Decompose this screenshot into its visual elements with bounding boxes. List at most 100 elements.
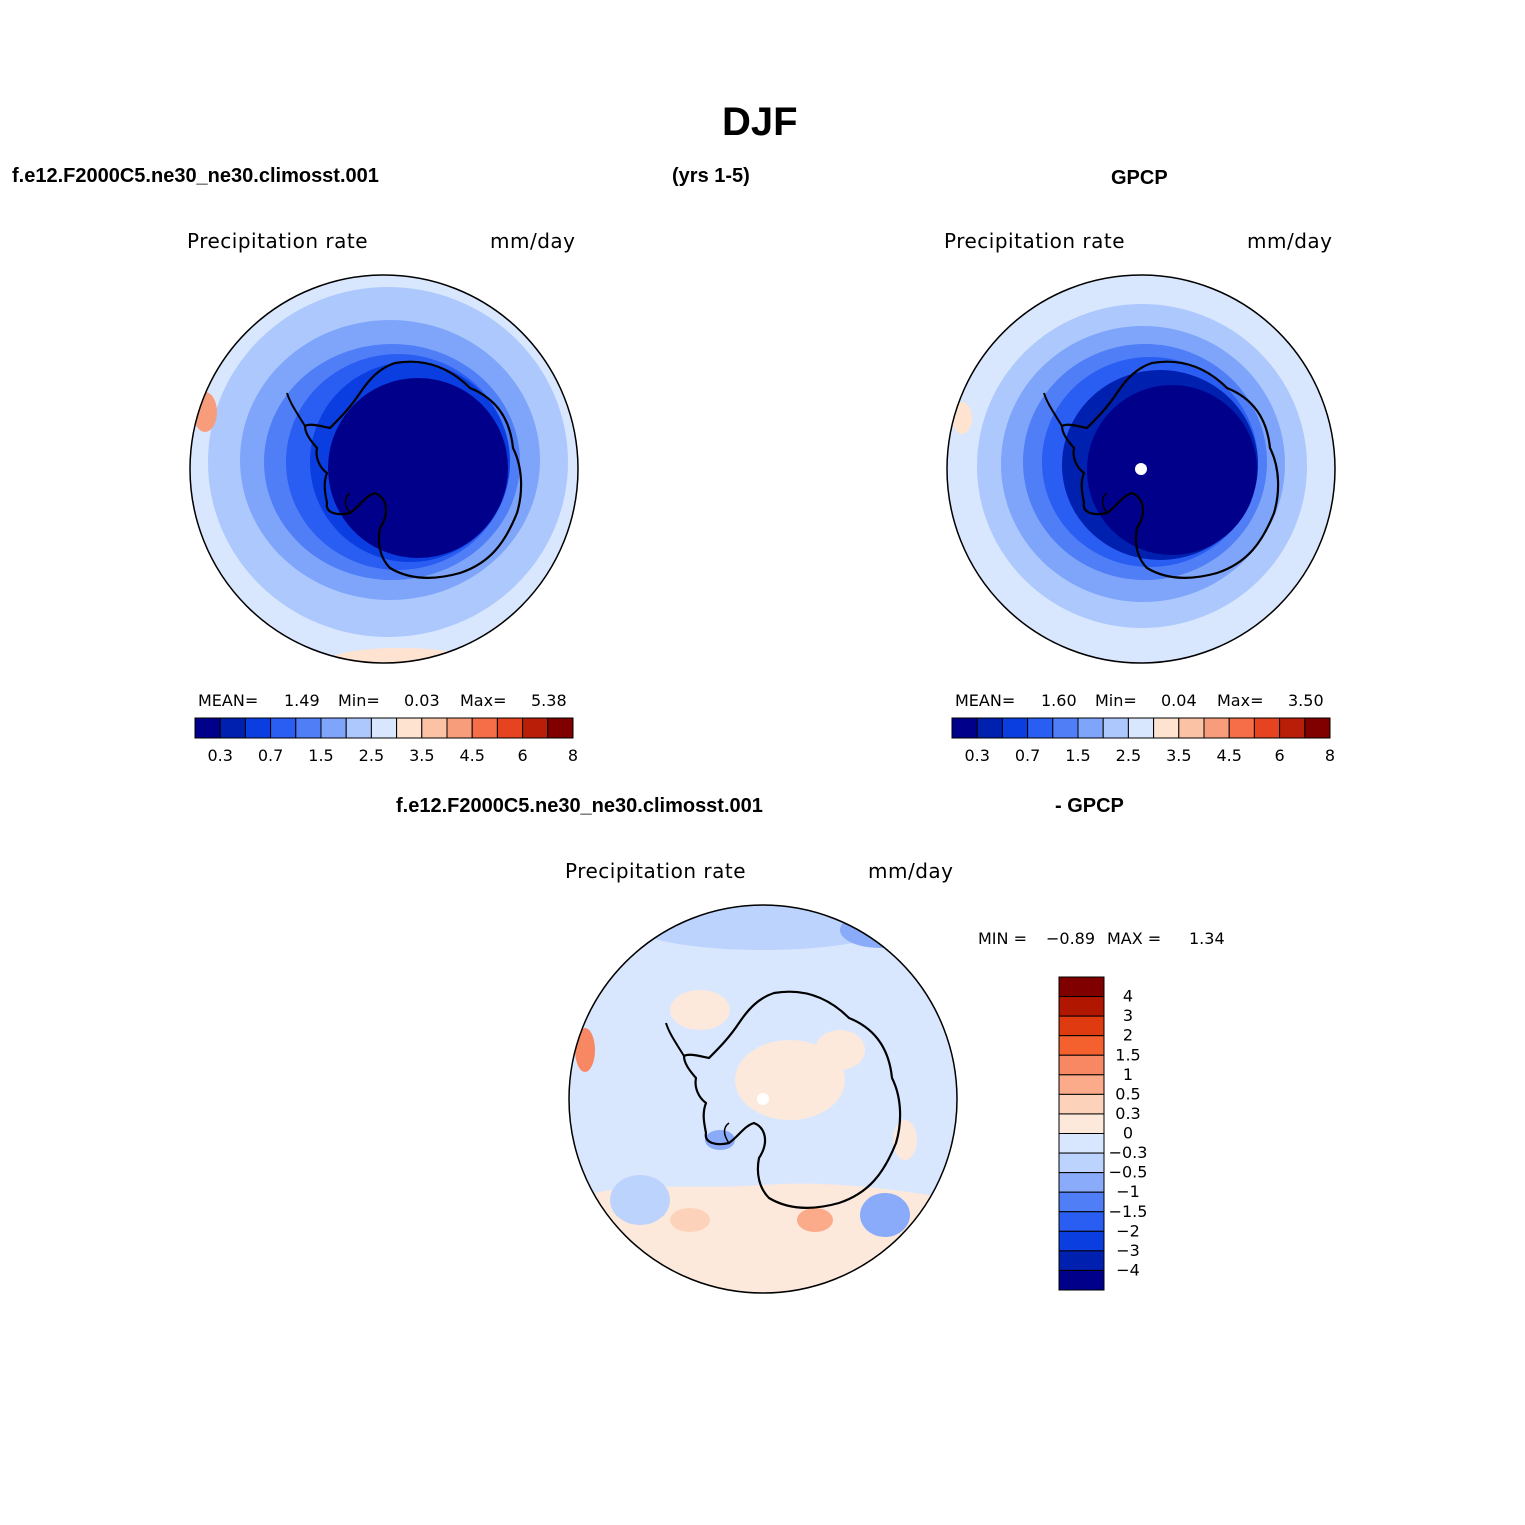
obs-colorbar-swatch [951, 717, 978, 739]
model-colorbar-swatch [345, 717, 372, 739]
diff-colorbar-tick-label: 3 [1123, 1006, 1133, 1025]
model-colorbar-tick-label: 4.5 [459, 746, 484, 765]
model-map-warm-band [330, 648, 470, 663]
diff-colorbar-swatch [1058, 1035, 1105, 1056]
diff-map-pole-marker [757, 1093, 769, 1105]
obs-colorbar-swatch [1027, 717, 1054, 739]
model-colorbar-tick-label: 8 [568, 746, 578, 765]
obs-mean-value: 1.60 [1041, 691, 1077, 710]
model-mean-value: 1.49 [284, 691, 320, 710]
model-colorbar-tick-label: 0.7 [258, 746, 283, 765]
obs-colorbar-swatch [1253, 717, 1281, 739]
diff-min-value: −0.89 [1046, 929, 1096, 948]
model-colorbar-tick-label: 1.5 [308, 746, 333, 765]
diff-colorbar-swatch [1058, 1230, 1105, 1252]
diff-colorbar-swatch [1058, 1074, 1105, 1095]
obs-min-value: 0.04 [1161, 691, 1197, 710]
diff-colorbar-swatch [1058, 1133, 1105, 1154]
obs-colorbar-tick-label: 2.5 [1116, 746, 1141, 765]
model-colorbar-swatch [370, 717, 398, 739]
model-max-label: Max= [460, 691, 507, 710]
diff-case-name: f.e12.F2000C5.ne30_ne30.climosst.001 [396, 795, 763, 817]
obs-units-label: mm/day [1247, 229, 1333, 253]
model-colorbar-tick-label: 0.3 [207, 746, 232, 765]
diff-map-warm-blob-4 [815, 1030, 865, 1070]
diff-map-cool-blob-4 [705, 1130, 735, 1150]
diff-colorbar-tick-label: −2 [1116, 1221, 1140, 1240]
obs-colorbar-swatch [1052, 717, 1079, 739]
diff-max-value: 1.34 [1189, 929, 1225, 948]
model-colorbar-swatch [295, 717, 322, 739]
model-colorbar: 0.3 0.7 1.5 2.5 3.5 4.5 6 8 [194, 717, 578, 765]
diff-colorbar-swatch [1058, 1211, 1105, 1232]
obs-colorbar-tick-label: 8 [1325, 746, 1335, 765]
diff-colorbar-swatch [1058, 1054, 1105, 1076]
obs-colorbar-swatch [1203, 717, 1230, 739]
diff-colorbar-swatch [1058, 1093, 1105, 1115]
model-colorbar-swatch [471, 717, 498, 739]
obs-map-core [1087, 385, 1257, 555]
obs-map-warm-spot [952, 402, 972, 434]
diff-colorbar-tick-label: −1 [1116, 1182, 1140, 1201]
obs-min-label: Min= [1095, 691, 1137, 710]
obs-colorbar-tick-label: 0.7 [1015, 746, 1040, 765]
model-mean-label: MEAN= [198, 691, 259, 710]
diff-max-label: MAX = [1107, 929, 1162, 948]
obs-colorbar-swatch [1178, 717, 1205, 739]
model-colorbar-swatch [270, 717, 297, 739]
obs-mean-label: MEAN= [955, 691, 1016, 710]
diff-colorbar-tick-label: −4 [1116, 1260, 1140, 1279]
diff-units-label: mm/day [868, 859, 954, 883]
obs-colorbar-swatch [1001, 717, 1029, 739]
model-colorbar-swatch [547, 717, 574, 739]
model-colorbar-swatch [396, 717, 423, 739]
model-colorbar-swatch [522, 717, 549, 739]
model-colorbar-swatch [320, 717, 347, 739]
diff-variable-label: Precipitation rate [565, 859, 746, 883]
model-colorbar-tick-label: 2.5 [359, 746, 384, 765]
diff-map-cool-blob-1 [840, 912, 920, 948]
obs-map [947, 275, 1335, 663]
diff-colorbar-tick-label: −3 [1116, 1241, 1140, 1260]
diff-colorbar-tick-label: 4 [1123, 987, 1133, 1006]
obs-colorbar: 0.3 0.7 1.5 2.5 3.5 4.5 6 8 [951, 717, 1335, 765]
model-map-border [189, 274, 579, 664]
obs-colorbar-tick-label: 3.5 [1166, 746, 1191, 765]
diff-colorbar-tick-label: −0.3 [1109, 1143, 1148, 1162]
diff-map-cool-blob-3 [860, 1193, 910, 1237]
diff-colorbar-tick-label: −0.5 [1109, 1163, 1148, 1182]
diff-map-warm-blob-1 [670, 1208, 710, 1232]
diff-colorbar-swatch [1058, 1015, 1105, 1037]
diff-map-warm-blob-2 [797, 1208, 833, 1232]
model-colorbar-tick-label: 3.5 [409, 746, 434, 765]
model-min-value: 0.03 [404, 691, 440, 710]
diff-colorbar-swatch [1058, 1113, 1105, 1134]
obs-colorbar-swatch [1228, 717, 1255, 739]
years-label: (yrs 1-5) [672, 165, 750, 187]
diff-colorbar-swatch [1058, 1152, 1105, 1174]
obs-name: GPCP [1111, 167, 1168, 189]
diff-map-cool-blob-2 [610, 1175, 670, 1225]
diff-colorbar-swatch [1058, 1269, 1105, 1291]
obs-max-value: 3.50 [1288, 691, 1324, 710]
diff-min-label: MIN = [978, 929, 1027, 948]
model-colorbar-swatch [244, 717, 272, 739]
diff-colorbar-swatch [1058, 1250, 1105, 1271]
model-map-core [328, 378, 508, 558]
diff-colorbar-swatch [1058, 996, 1105, 1017]
model-max-value: 5.38 [531, 691, 567, 710]
diff-colorbar-tick-label: 2 [1123, 1026, 1133, 1045]
model-colorbar-swatch [219, 717, 246, 739]
diff-map-border [568, 904, 958, 1294]
obs-colorbar-tick-label: 0.3 [964, 746, 989, 765]
diff-colorbar-tick-label: 1 [1123, 1065, 1133, 1084]
obs-colorbar-tick-label: 1.5 [1065, 746, 1090, 765]
obs-colorbar-tick-label: 4.5 [1216, 746, 1241, 765]
model-colorbar-tick-label: 6 [518, 746, 528, 765]
obs-colorbar-swatch [976, 717, 1003, 739]
model-min-label: Min= [338, 691, 380, 710]
obs-colorbar-swatch [1077, 717, 1104, 739]
model-units-label: mm/day [490, 229, 576, 253]
diff-map-warm-edge [575, 1028, 595, 1072]
